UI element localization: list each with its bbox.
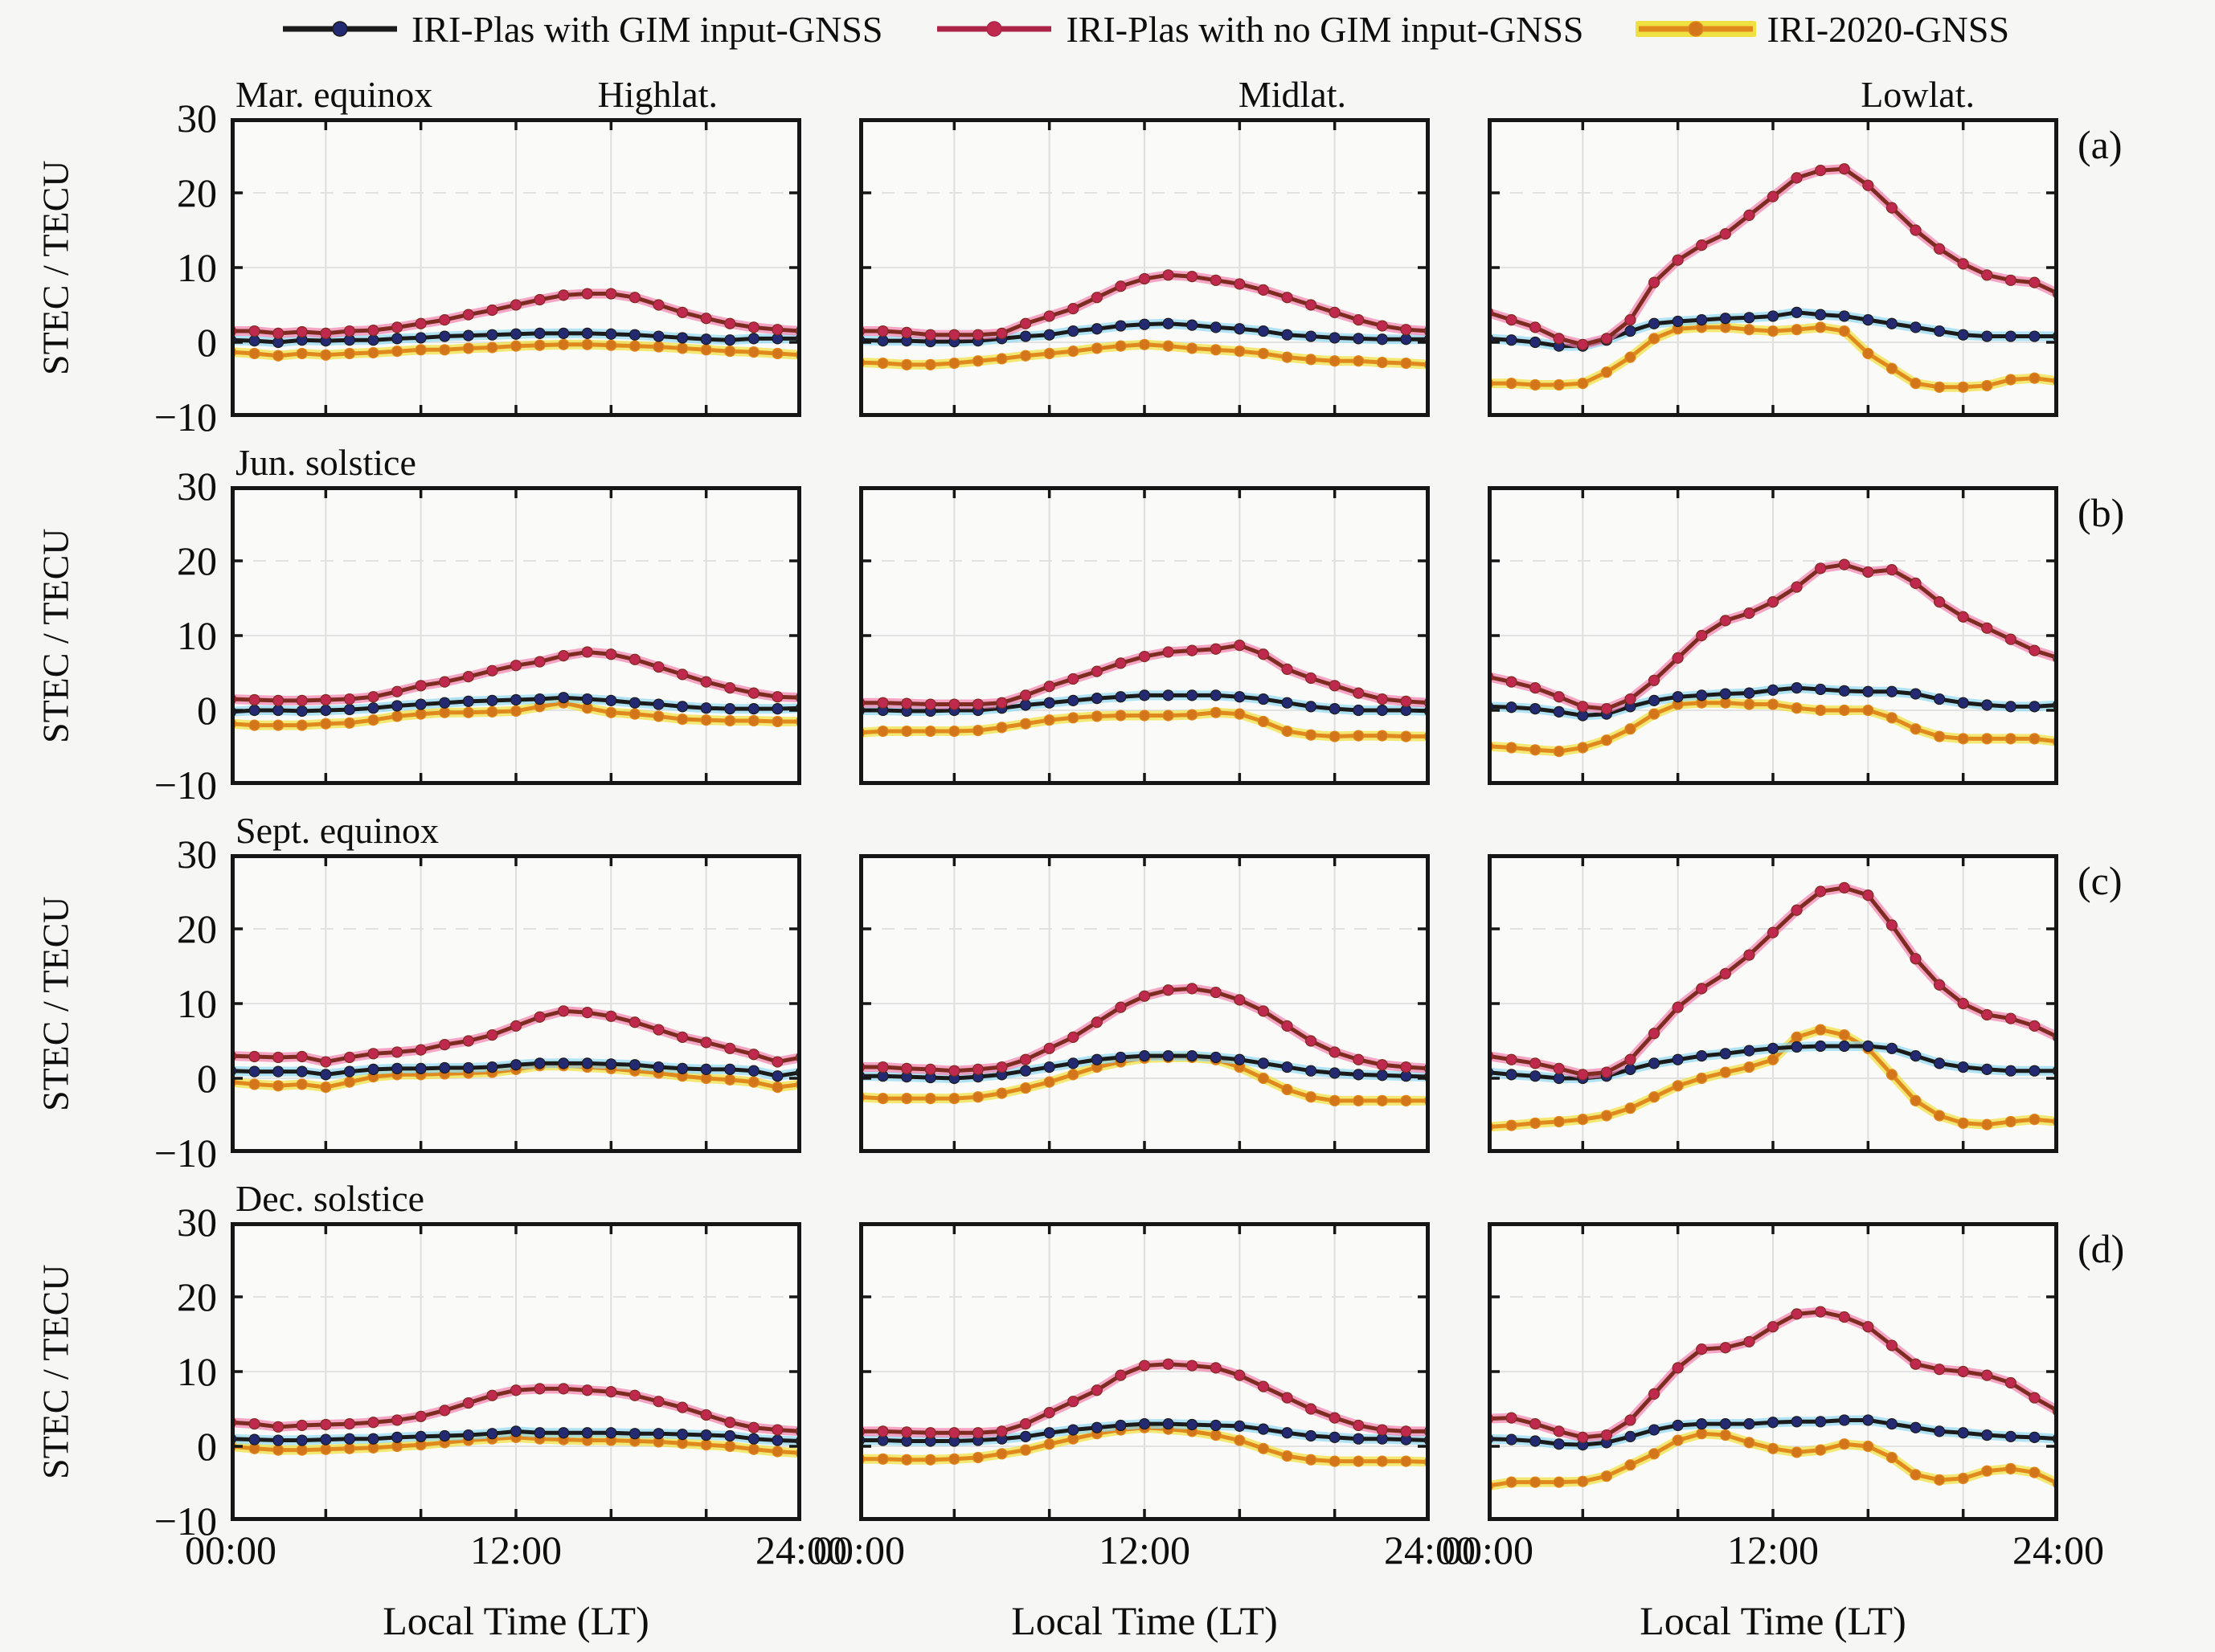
y-tick-label: −10 bbox=[154, 1499, 217, 1544]
y-tick-label: 0 bbox=[197, 688, 217, 733]
y-tick-label: 0 bbox=[197, 1424, 217, 1469]
panel-dec-highlat: Dec. solstice bbox=[231, 1178, 801, 1521]
plot-svg bbox=[231, 486, 801, 785]
panel-mar-lowlat: Lowlat. (a) bbox=[1488, 74, 2123, 417]
legend: IRI-Plas with GIM input-GNSS IRI-Plas wit… bbox=[231, 3, 2058, 55]
plot-svg bbox=[231, 118, 801, 417]
row-label: Sept. equinox bbox=[235, 810, 439, 851]
legend-item: IRI-2020-GNSS bbox=[1635, 8, 2010, 51]
plot-svg bbox=[231, 854, 801, 1153]
y-tick-label: −10 bbox=[154, 395, 217, 440]
row-label: Jun. solstice bbox=[235, 442, 416, 483]
plot-svg bbox=[1488, 118, 2058, 417]
plot-svg bbox=[1488, 854, 2058, 1153]
y-tick-label: 20 bbox=[177, 906, 217, 951]
legend-swatch-iri2020 bbox=[1635, 21, 1756, 37]
panel-dec-midlat bbox=[859, 1222, 1430, 1521]
panel-tag: (a) bbox=[2078, 122, 2123, 167]
x-tick-label: 12:00 bbox=[1099, 1527, 1190, 1572]
panel-sept-midlat bbox=[859, 854, 1430, 1153]
plot-svg bbox=[859, 118, 1430, 417]
legend-item: IRI-Plas with GIM input-GNSS bbox=[280, 8, 883, 51]
legend-swatch-nogim bbox=[937, 21, 1052, 37]
y-tick-label: 10 bbox=[177, 613, 217, 658]
y-tick-label: −10 bbox=[154, 1131, 217, 1176]
y-tick-label: 10 bbox=[177, 1349, 217, 1394]
legend-item: IRI-Plas with no GIM input-GNSS bbox=[934, 8, 1584, 51]
x-axis-title: Local Time (LT) bbox=[383, 1598, 649, 1643]
panel-tag: (b) bbox=[2078, 490, 2125, 535]
x-tick-label: 24:00 bbox=[1384, 1527, 1476, 1572]
legend-swatch-gim bbox=[282, 21, 397, 37]
panel-tag: (d) bbox=[2078, 1226, 2125, 1271]
plot-svg bbox=[859, 1222, 1430, 1521]
legend-label: IRI-2020-GNSS bbox=[1767, 8, 2010, 50]
col-header: Highlat. bbox=[597, 74, 718, 115]
col-header: Midlat. bbox=[1238, 74, 1346, 115]
col-header: Lowlat. bbox=[1861, 74, 1975, 115]
plot-svg bbox=[859, 854, 1430, 1153]
panel-grid: Mar. equinox Highlat. Midlat. Lowlat. (a) … bbox=[231, 74, 2124, 1521]
y-tick-label: −10 bbox=[154, 763, 217, 808]
panel-mar-midlat: Midlat. bbox=[859, 74, 1430, 417]
y-tick-label: 20 bbox=[177, 538, 217, 583]
x-tick-label: 00:00 bbox=[813, 1527, 905, 1572]
y-tick-label: 20 bbox=[177, 1274, 217, 1319]
panel-jun-lowlat: (b) bbox=[1488, 486, 2124, 785]
x-axis-title: Local Time (LT) bbox=[1011, 1598, 1278, 1643]
y-tick-label: 30 bbox=[177, 1200, 217, 1245]
y-axis-title: STEC / TECU bbox=[35, 160, 76, 375]
y-tick-label: 30 bbox=[177, 464, 217, 509]
x-axis-title: Local Time (LT) bbox=[1640, 1598, 1906, 1643]
x-tick-label: 24:00 bbox=[755, 1527, 847, 1572]
legend-label: IRI-Plas with no GIM input-GNSS bbox=[1066, 8, 1584, 50]
legend-label: IRI-Plas with GIM input-GNSS bbox=[411, 8, 883, 50]
panel-mar-highlat: Mar. equinox Highlat. bbox=[231, 74, 801, 417]
panel-jun-midlat bbox=[859, 486, 1430, 785]
row-label: Dec. solstice bbox=[235, 1178, 425, 1219]
x-tick-label: 00:00 bbox=[185, 1527, 276, 1572]
y-tick-label: 0 bbox=[197, 1056, 217, 1101]
plot-svg bbox=[859, 486, 1430, 785]
panel-tag: (c) bbox=[2078, 858, 2123, 903]
y-axis-title: STEC / TECU bbox=[35, 896, 76, 1111]
y-tick-label: 0 bbox=[197, 320, 217, 365]
y-axis-title: STEC / TECU bbox=[35, 1264, 76, 1479]
x-tick-label: 24:00 bbox=[2012, 1527, 2104, 1572]
row-label: Mar. equinox bbox=[235, 74, 433, 115]
y-tick-label: 20 bbox=[177, 170, 217, 215]
x-tick-label: 00:00 bbox=[1442, 1527, 1533, 1572]
y-tick-label: 10 bbox=[177, 981, 217, 1026]
plot-svg bbox=[1488, 486, 2058, 785]
y-axis-title: STEC / TECU bbox=[35, 528, 76, 743]
x-tick-label: 12:00 bbox=[470, 1527, 562, 1572]
panel-sept-highlat: Sept. equinox bbox=[231, 810, 801, 1153]
plot-svg bbox=[1488, 1222, 2058, 1521]
y-tick-label: 30 bbox=[177, 96, 217, 141]
panel-dec-lowlat: (d) bbox=[1488, 1222, 2124, 1521]
panel-sept-lowlat: (c) bbox=[1488, 854, 2123, 1153]
y-tick-label: 10 bbox=[177, 245, 217, 290]
x-tick-label: 12:00 bbox=[1727, 1527, 1819, 1572]
y-tick-label: 30 bbox=[177, 832, 217, 877]
plot-svg bbox=[231, 1222, 801, 1521]
panel-jun-highlat: Jun. solstice bbox=[231, 442, 801, 785]
